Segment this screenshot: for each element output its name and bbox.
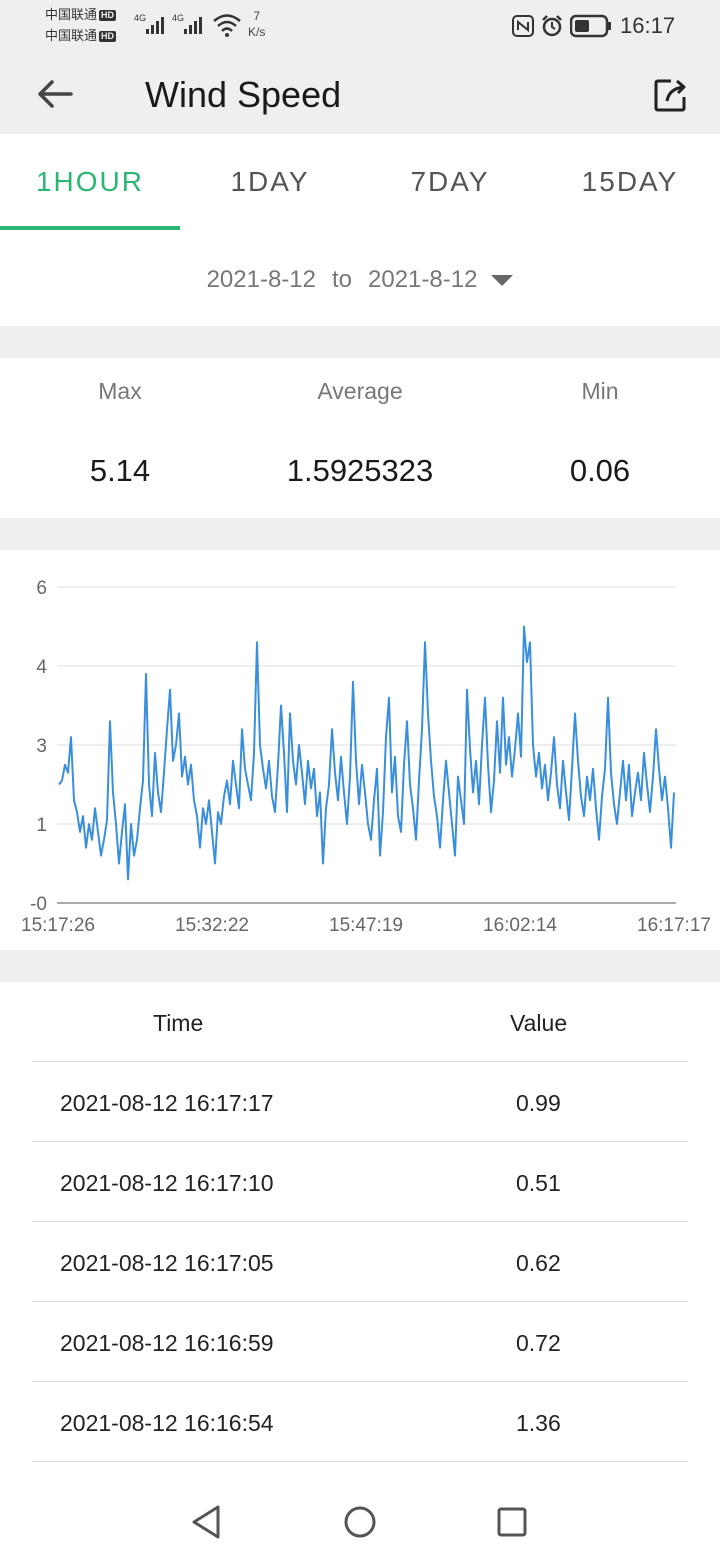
section-divider: [0, 950, 720, 982]
alarm-icon: [542, 15, 562, 37]
tab-1hour[interactable]: 1HOUR: [0, 134, 180, 230]
cell-time: 2021-08-12 16:16:54: [60, 1410, 274, 1436]
tab-1day[interactable]: 1DAY: [230, 166, 310, 197]
line-chart: 6 4 3 1 -015:17:26 15:32:22 15:47:19 16:02:14 16…: [21, 578, 711, 936]
readings-table: Time Value 2021-08-12 16:17:17 0.99 2021…: [0, 982, 720, 1462]
net-type-1: 4G: [134, 13, 146, 23]
share-icon: [654, 79, 686, 112]
table-row: 2021-08-12 16:17:05 0.62: [32, 1222, 688, 1302]
stat-max-value: 5.14: [89, 453, 151, 488]
stat-min-value: 0.06: [569, 453, 631, 488]
series-line: [58, 625, 675, 881]
nfc-icon: [512, 15, 534, 37]
cell-value: 0.62: [516, 1250, 561, 1276]
table-row: 2021-08-12 16:16:59 0.72: [32, 1302, 688, 1382]
x-tick-label: 16:17:17: [637, 915, 711, 936]
cell-value: 1.36: [516, 1410, 561, 1436]
signal-icon-2: 4G: [172, 13, 202, 34]
date-range-picker[interactable]: 2021-8-12 to 2021-8-12: [0, 258, 720, 302]
table-row: 2021-08-12 16:17:10 0.51: [32, 1142, 688, 1222]
nav-recents-button[interactable]: [482, 1492, 542, 1552]
circle-home-icon: [344, 1506, 376, 1538]
y-tick-label: -0: [30, 894, 47, 915]
y-tick-label: 1: [36, 815, 47, 836]
carrier-label-2: 中国联通 HD: [45, 28, 117, 43]
cell-time: 2021-08-12 16:17:05: [60, 1250, 274, 1276]
column-header-time: Time: [153, 1010, 204, 1036]
net-speed-unit: K/s: [248, 25, 266, 39]
y-tick-label: 4: [36, 657, 47, 678]
date-start: 2021-8-12: [206, 266, 316, 293]
back-button[interactable]: [30, 70, 80, 118]
carrier-name-1: 中国联通: [45, 7, 98, 22]
stats-panel: Max 5.14 Average 1.5925323 Min 0.06: [0, 358, 720, 518]
share-button[interactable]: [648, 72, 694, 118]
app-bar: Wind Speed: [0, 54, 720, 134]
carrier-name-2: 中国联通: [45, 28, 98, 43]
status-clock: 16:17: [620, 13, 676, 38]
cell-value: 0.72: [516, 1330, 561, 1356]
cell-value: 0.99: [516, 1090, 561, 1116]
section-divider: [0, 518, 720, 550]
wind-speed-chart: 6 4 3 1 -0 15:17:26 15:32:22 15:47:19 16:02:14 16…: [0, 550, 720, 950]
x-tick-label: 15:32:22: [175, 915, 249, 936]
triangle-back-icon: [192, 1505, 220, 1539]
arrow-left-icon: [38, 80, 73, 108]
stat-average-value: 1.5925323: [286, 453, 434, 488]
stat-max-label: Max: [98, 378, 142, 404]
page-title: Wind Speed: [145, 74, 342, 115]
tab-7day[interactable]: 7DAY: [410, 166, 490, 197]
section-divider: [0, 326, 720, 358]
stat-min-label: Min: [581, 378, 619, 404]
table-row: 2021-08-12 16:16:54 1.36: [32, 1382, 688, 1462]
nav-home-button[interactable]: [330, 1492, 390, 1552]
table-row: 2021-08-12 16:17:17 0.99: [32, 1062, 688, 1142]
square-recents-icon: [497, 1507, 527, 1537]
cell-time: 2021-08-12 16:17:17: [60, 1090, 274, 1116]
stat-average-label: Average: [317, 378, 403, 404]
x-tick-label: 15:17:26: [21, 915, 95, 936]
hd-badge: HD: [99, 10, 117, 21]
y-tick-label: 6: [36, 578, 47, 599]
carrier-label-1: 中国联通 HD: [45, 7, 117, 22]
y-tick-label: 3: [36, 736, 47, 757]
net-speed: 7 K/s: [248, 8, 265, 40]
date-separator: to: [331, 266, 352, 293]
column-header-value: Value: [510, 1010, 568, 1036]
nav-back-button[interactable]: [176, 1492, 236, 1552]
battery-icon: [570, 14, 611, 38]
cell-value: 0.51: [516, 1170, 561, 1196]
x-tick-label: 15:47:19: [329, 915, 403, 936]
status-bar: 中国联通 HD 中国联通 HD 4G 4G 7 K/s 16:17: [0, 0, 720, 54]
cell-time: 2021-08-12 16:17:10: [60, 1170, 274, 1196]
cell-time: 2021-08-12 16:16:59: [60, 1330, 274, 1356]
system-nav-bar: [0, 1474, 720, 1560]
wifi-icon: [213, 14, 241, 37]
net-type-2: 4G: [172, 13, 184, 23]
signal-icon: 4G: [134, 13, 164, 34]
tab-15day[interactable]: 15DAY: [581, 166, 679, 197]
date-end: 2021-8-12: [368, 266, 478, 293]
caret-down-icon: [491, 274, 514, 286]
range-tabs: 1HOUR 1DAY 7DAY 15DAY: [0, 134, 720, 230]
x-tick-label: 16:02:14: [483, 915, 557, 936]
net-speed-value: 7: [253, 9, 261, 23]
hd-badge: HD: [99, 31, 117, 42]
table-header: Time Value: [32, 982, 688, 1062]
